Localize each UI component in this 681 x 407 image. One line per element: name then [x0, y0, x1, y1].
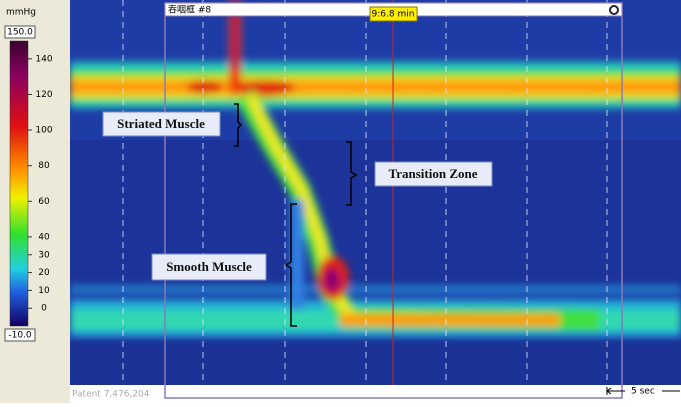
tick-label: 80 — [38, 161, 50, 171]
unit: mmHg — [6, 8, 36, 18]
tick-label: 0 — [41, 304, 47, 314]
tick-label: 150.0 — [7, 28, 33, 38]
tick-label: 20 — [38, 268, 50, 278]
tick-label: 30 — [38, 250, 50, 260]
tick-label: 100 — [35, 126, 52, 136]
tick-label: 40 — [38, 232, 50, 242]
heatmap — [70, 0, 681, 403]
tick-label: 60 — [38, 197, 50, 207]
tick-label: 10 — [38, 286, 50, 296]
tick-label: -10.0 — [8, 331, 32, 341]
time-marker: 9:6.8 min — [372, 10, 415, 20]
tick-label: 120 — [35, 90, 52, 100]
annotation: Transition Zone — [389, 166, 478, 181]
colorbar — [10, 41, 28, 326]
screenshot: mmHg 吞咽框 #8 9:6.8 min Striated Muscle Tr… — [0, 0, 681, 403]
patent: Patent 7,476,204 — [72, 390, 150, 400]
scale-label: 5 sec — [631, 387, 655, 397]
annotation: Striated Muscle — [117, 116, 205, 131]
annotation: Smooth Muscle — [166, 259, 252, 274]
tick-label: 140 — [35, 54, 52, 64]
window-title: 吞咽框 #8 — [168, 4, 211, 16]
